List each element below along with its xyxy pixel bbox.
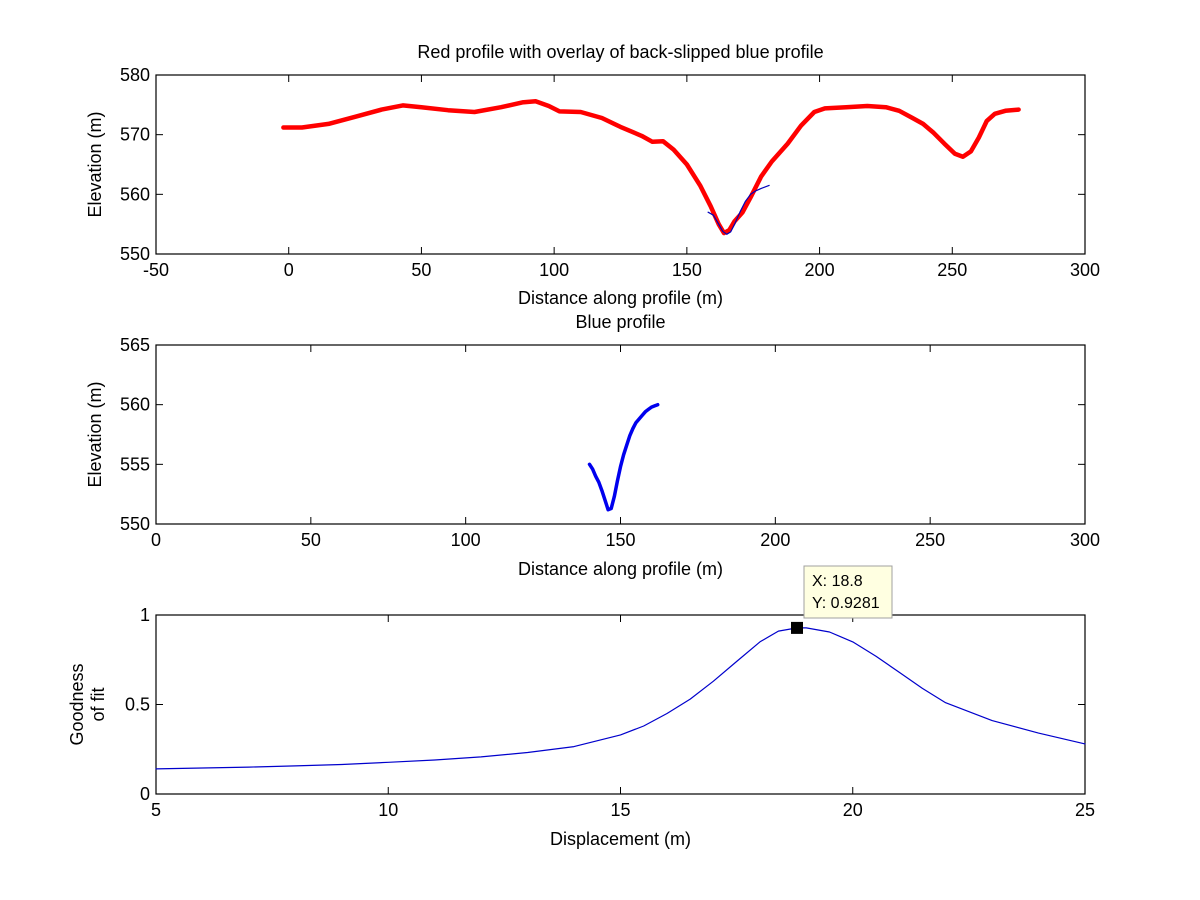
x-tick-label-5: 250 — [915, 530, 945, 550]
x-tick-label-2: 100 — [451, 530, 481, 550]
x-tick-label-0: -50 — [143, 260, 169, 280]
x-tick-label-6: 250 — [937, 260, 967, 280]
x-tick-label-6: 300 — [1070, 530, 1100, 550]
x-tick-label-3: 20 — [843, 800, 863, 820]
y-axis-label-line2: of fit — [88, 687, 108, 721]
tick-marks — [155, 344, 1086, 525]
x-tick-label-0: 5 — [151, 800, 161, 820]
series-line-goodness-of-fit — [155, 627, 1086, 770]
y-axis-label: Elevation (m) — [85, 111, 105, 217]
tick-labels: 5 10 15 20 25 0 0.5 1 — [125, 605, 1095, 820]
x-tick-label-2: 15 — [610, 800, 630, 820]
data-tip[interactable]: X: 18.8 Y: 0.9281 — [791, 565, 893, 634]
x-axis-label: Displacement (m) — [550, 829, 691, 849]
plot-area — [155, 344, 1086, 525]
data-tip-x: X: 18.8 — [812, 573, 863, 590]
y-tick-label-1: 555 — [120, 454, 150, 474]
y-axis-label: Elevation (m) — [85, 381, 105, 487]
x-tick-label-4: 25 — [1075, 800, 1095, 820]
y-tick-label-3: 565 — [120, 335, 150, 355]
tick-labels: 0 50 100 150 200 250 300 550 555 560 565 — [120, 335, 1100, 550]
chart-title: Blue profile — [575, 312, 665, 332]
series-group — [155, 627, 1086, 770]
x-tick-label-4: 150 — [672, 260, 702, 280]
y-tick-label-0: 550 — [120, 514, 150, 534]
series-line-back-slipped-blue-profile — [707, 184, 770, 235]
y-tick-label-1: 560 — [120, 184, 150, 204]
x-tick-label-0: 0 — [151, 530, 161, 550]
x-tick-label-2: 50 — [411, 260, 431, 280]
series-line-red-profile — [281, 99, 1021, 236]
x-tick-label-4: 200 — [760, 530, 790, 550]
y-tick-label-1: 0.5 — [125, 695, 150, 715]
plot-area — [155, 74, 1086, 255]
y-tick-label-3: 580 — [120, 65, 150, 85]
y-tick-label-2: 560 — [120, 395, 150, 415]
data-tip-box — [803, 565, 893, 619]
y-axis-label-line1: Goodness — [67, 663, 87, 745]
data-tip-y: Y: 0.9281 — [812, 595, 880, 612]
tick-marks — [155, 74, 1086, 255]
series-group — [587, 402, 660, 512]
x-axis-label: Distance along profile (m) — [518, 288, 723, 308]
chart-title: Red profile with overlay of back-slipped… — [417, 42, 823, 62]
data-tip-marker[interactable] — [791, 621, 803, 634]
x-tick-label-3: 150 — [605, 530, 635, 550]
y-tick-label-2: 1 — [140, 605, 150, 625]
panel-blue-profile: 0 50 100 150 200 250 300 550 555 560 565 Blue prof… — [85, 312, 1100, 579]
y-tick-label-2: 570 — [120, 125, 150, 145]
x-tick-label-1: 50 — [301, 530, 321, 550]
tick-labels: -50 0 50 100 150 200 250 300 550 560 570 580 — [120, 65, 1100, 280]
x-tick-label-7: 300 — [1070, 260, 1100, 280]
panel-red-profile: -50 0 50 100 150 200 250 300 550 560 570 580 Red pr… — [85, 42, 1100, 308]
x-tick-label-1: 0 — [284, 260, 294, 280]
x-axis-label: Distance along profile (m) — [518, 559, 723, 579]
x-tick-label-3: 100 — [539, 260, 569, 280]
plot-area — [155, 614, 1086, 795]
series-group — [281, 99, 1021, 236]
y-tick-label-0: 0 — [140, 784, 150, 804]
x-tick-label-5: 200 — [805, 260, 835, 280]
x-tick-label-1: 10 — [378, 800, 398, 820]
y-tick-label-0: 550 — [120, 244, 150, 264]
panel-goodness-of-fit: 5 10 15 20 25 0 0.5 1 Displacement (m) Goodness… — [67, 565, 1095, 849]
series-line-blue-profile — [587, 402, 660, 512]
